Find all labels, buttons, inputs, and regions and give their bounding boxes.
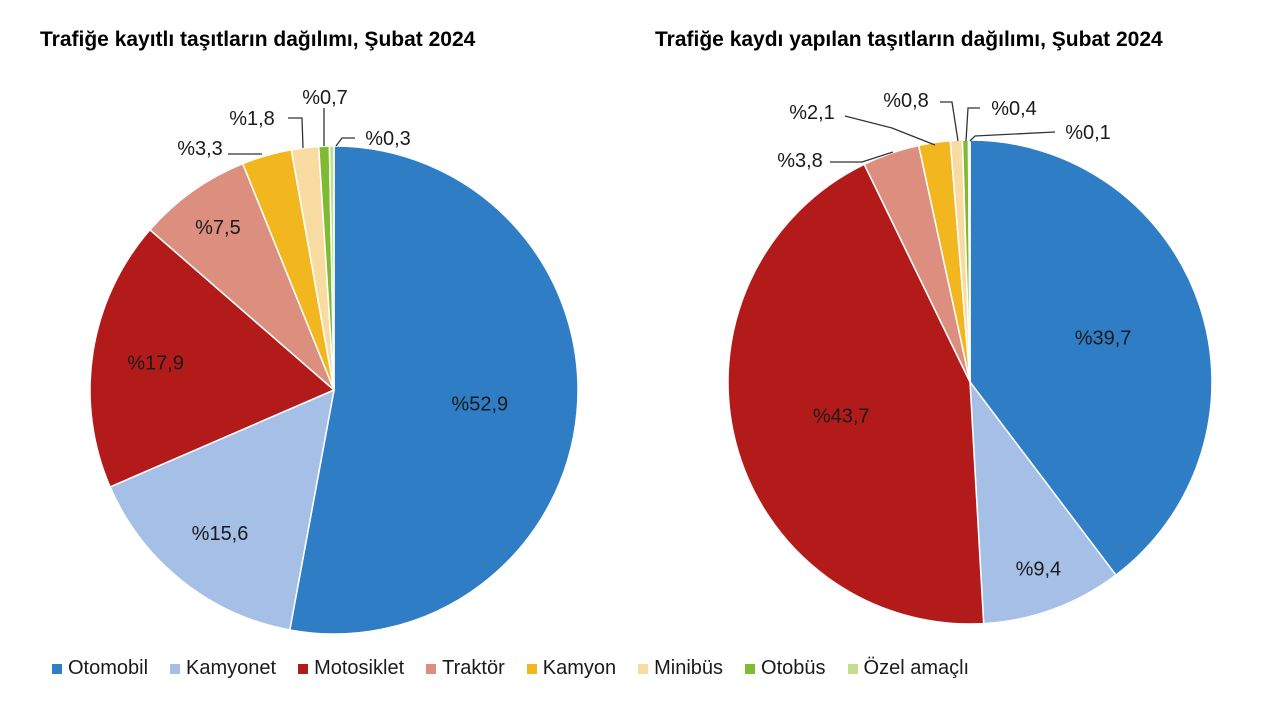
chart-title-left: Trafiğe kayıtlı taşıtların dağılımı, Şub… — [40, 28, 476, 51]
legend-label: Otomobil — [68, 657, 149, 679]
leader-line — [965, 107, 980, 142]
leader-line — [940, 101, 959, 142]
pie-slice-özel-amaçlı — [328, 145, 335, 391]
pie-chart-right: %39,7 %9,4 %43,7 %3,8 %2,1 %0,8 %0,4 %0,1 — [727, 90, 1213, 625]
legend-label: Özel amaçlı — [863, 657, 970, 679]
slice-label: %0,8 — [883, 90, 929, 112]
leader-line — [335, 137, 355, 147]
pie-slice-traktör — [148, 162, 335, 391]
slice-label: %17,9 — [127, 352, 184, 374]
legend-swatch — [847, 663, 858, 674]
slice-label: %0,3 — [365, 128, 411, 150]
legend-label: Kamyonet — [186, 657, 277, 679]
slice-label: %43,7 — [813, 406, 870, 428]
chart-title-right: Trafiğe kaydı yapılan taşıtların dağılım… — [655, 28, 1163, 51]
legend-swatch — [298, 663, 309, 674]
legend-item: Otobüs — [745, 657, 826, 680]
legend-item: Minibüs — [638, 657, 723, 680]
leader-line — [288, 117, 304, 149]
legend-label: Traktör — [442, 657, 505, 679]
pie-slice-otomobil — [288, 145, 579, 635]
legend-item: Otomobil — [52, 657, 148, 680]
legend-swatch — [526, 663, 537, 674]
slice-label: %52,9 — [451, 393, 508, 415]
leader-line — [969, 131, 1056, 142]
legend: Otomobil Kamyonet Motosiklet Traktör Kamyon M… — [52, 657, 1260, 680]
pie-slice-kamyonet — [969, 379, 1117, 625]
pie-chart-left: %52,9 %15,6 %17,9 %7,5 %3,3 %1,8 %0,7 %0,3 — [89, 87, 579, 635]
legend-item: Motosiklet — [298, 657, 404, 680]
pie-slice-motosiklet — [89, 228, 336, 488]
slice-label: %0,4 — [991, 98, 1037, 120]
pie-slice-özel-amaçlı — [967, 139, 971, 383]
leader-line — [830, 151, 894, 163]
slice-label: %3,8 — [777, 150, 823, 172]
slice-label: %0,7 — [302, 87, 348, 109]
slice-label: %15,6 — [192, 523, 249, 545]
slice-label: %2,1 — [789, 102, 835, 124]
slice-label: %0,1 — [1065, 122, 1111, 144]
slice-label: %1,8 — [229, 108, 275, 130]
legend-label: Otobüs — [761, 657, 826, 679]
legend-swatch — [426, 663, 437, 674]
legend-item: Kamyonet — [170, 657, 276, 680]
slice-label: %39,7 — [1075, 327, 1132, 349]
leader-line — [844, 115, 936, 146]
legend-swatch — [638, 663, 649, 674]
legend-item: Özel amaçlı — [847, 657, 970, 680]
pie-slice-kamyonet — [109, 388, 335, 631]
legend-swatch — [170, 663, 181, 674]
slice-label: %3,3 — [177, 138, 223, 160]
legend-item: Traktör — [426, 657, 505, 680]
legend-item: Kamyon — [526, 657, 617, 680]
legend-swatch — [745, 663, 756, 674]
slice-label: %9,4 — [1016, 558, 1062, 580]
legend-label: Kamyon — [542, 657, 617, 679]
legend-swatch — [52, 663, 62, 674]
pie-slice-otomobil — [969, 139, 1213, 577]
slice-label: %7,5 — [195, 217, 241, 239]
legend-label: Motosiklet — [314, 657, 405, 679]
legend-label: Minibüs — [654, 657, 724, 679]
